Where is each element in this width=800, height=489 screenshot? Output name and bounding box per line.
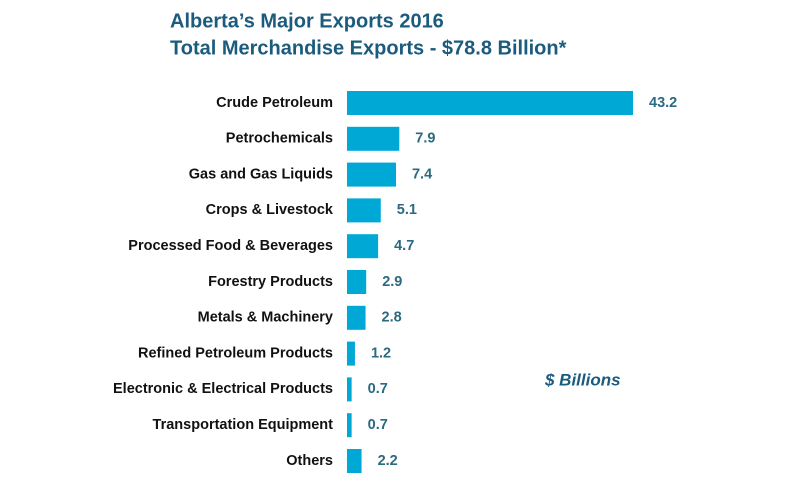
bar — [347, 413, 352, 438]
value-label: 2.9 — [382, 274, 402, 290]
value-label: 43.2 — [649, 95, 677, 111]
value-label: 0.7 — [368, 417, 388, 433]
value-label: 7.9 — [415, 131, 435, 147]
bar — [347, 305, 366, 330]
unit-annotation: $ Billions — [544, 370, 621, 389]
category-label: Forestry Products — [208, 274, 333, 290]
category-label: Petrochemicals — [226, 131, 333, 147]
bar — [347, 234, 379, 259]
bar — [347, 449, 362, 473]
value-label: 1.2 — [371, 345, 391, 361]
bar — [347, 377, 352, 402]
category-label: Metals & Machinery — [198, 310, 333, 326]
value-label: 5.1 — [397, 202, 417, 218]
bar — [347, 162, 396, 187]
bar — [347, 126, 400, 151]
category-label: Electronic & Electrical Products — [113, 381, 333, 397]
chart-subtitle: Total Merchandise Exports - $78.8 Billio… — [170, 37, 567, 59]
category-label: Processed Food & Beverages — [128, 238, 333, 254]
bar — [347, 91, 633, 115]
category-label: Crude Petroleum — [216, 95, 333, 111]
category-label: Transportation Equipment — [153, 417, 334, 433]
value-label: 0.7 — [368, 381, 388, 397]
bar — [347, 270, 367, 294]
category-label: Crops & Livestock — [206, 202, 334, 218]
category-label: Refined Petroleum Products — [138, 345, 333, 361]
value-label: 2.8 — [382, 310, 402, 326]
value-label: 4.7 — [394, 238, 414, 254]
category-label: Gas and Gas Liquids — [189, 166, 333, 182]
bar — [347, 341, 355, 366]
value-label: 2.2 — [378, 453, 398, 469]
value-label: 7.4 — [412, 166, 432, 182]
bar — [347, 198, 381, 223]
chart-title: Alberta’s Major Exports 2016 — [170, 10, 444, 32]
category-label: Others — [286, 453, 333, 469]
